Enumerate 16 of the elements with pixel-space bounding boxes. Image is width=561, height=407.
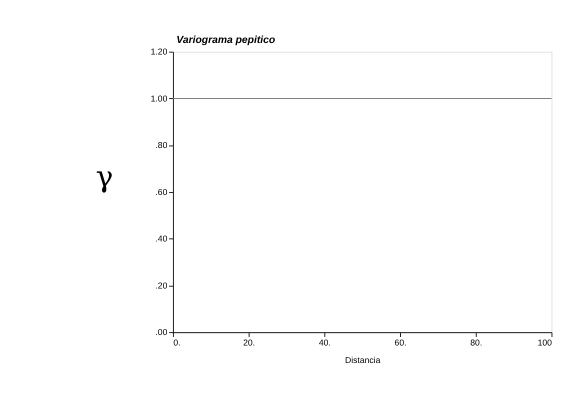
x-tick-label: 60. (394, 338, 407, 348)
y-tick-label: .80 (155, 140, 168, 150)
x-tick-label: 20. (243, 338, 256, 348)
y-tick-label: 1.00 (150, 93, 168, 104)
y-tick-label: .60 (155, 186, 168, 197)
y-tick-label: .00 (155, 327, 168, 338)
x-axis-title: Distancia (344, 354, 381, 365)
chart-title: Variograma pepitico (176, 35, 276, 46)
x-tick-label: 40. (318, 338, 331, 348)
y-axis-title: γ (96, 159, 114, 194)
x-tick-label: 0. (173, 338, 181, 348)
y-tick-label: .20 (155, 280, 168, 290)
x-tick-label: 100 (538, 338, 552, 348)
y-tick-label: 1.20 (150, 46, 168, 57)
y-tick-label: .40 (155, 234, 168, 244)
x-tick-label: 80. (470, 338, 482, 348)
